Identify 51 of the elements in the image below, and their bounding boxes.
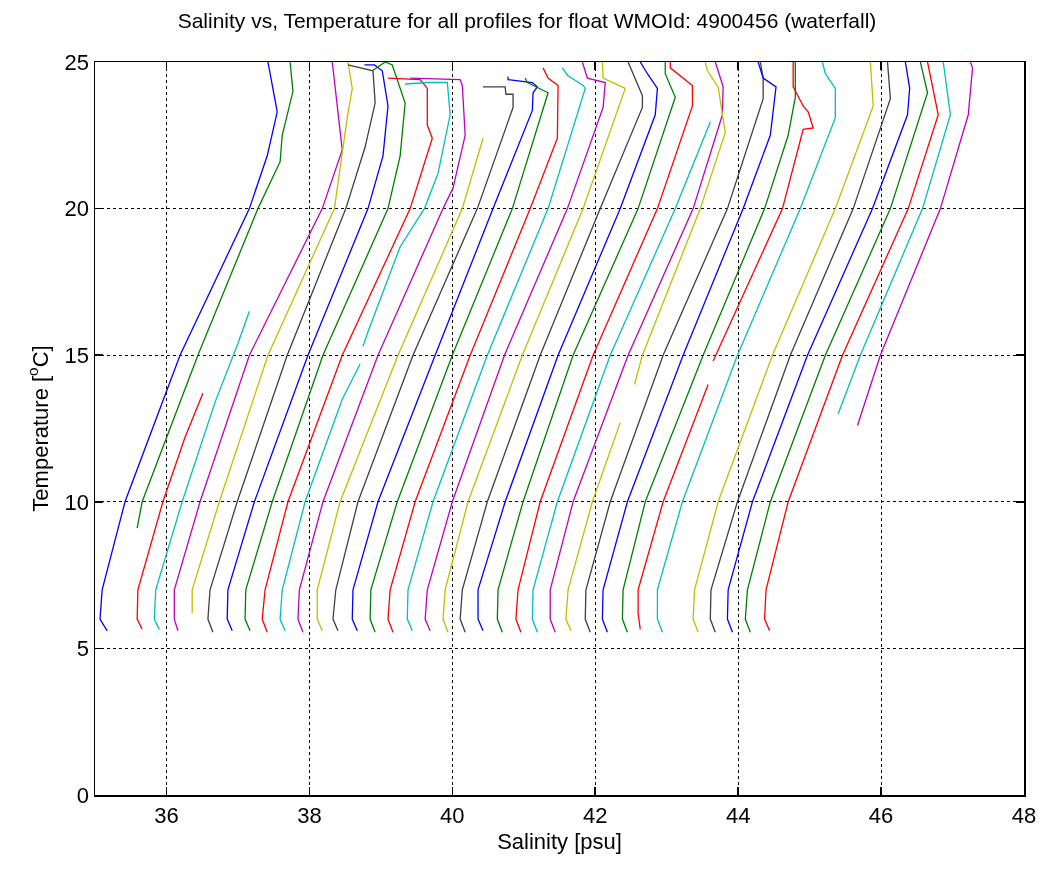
line-series [656, 62, 836, 633]
x-tick-label: 42 [582, 802, 608, 828]
x-tick-label: 38 [297, 802, 322, 828]
y-tick-label: 15 [64, 342, 90, 368]
line-series [316, 137, 484, 632]
x-tick-label: 44 [725, 802, 751, 828]
line-series [584, 62, 764, 633]
line-series [692, 62, 874, 633]
line-series [261, 77, 433, 633]
line-series [424, 62, 606, 632]
line-series [459, 62, 644, 633]
y-tick-label: 5 [76, 636, 90, 662]
line-series [744, 62, 929, 633]
x-axis-title: Salinity [psu] [497, 828, 622, 854]
line-series [549, 62, 724, 633]
x-tick-label: 46 [868, 802, 894, 828]
line-series [99, 62, 278, 632]
line-series [191, 62, 353, 614]
line-series [621, 62, 796, 633]
line-series [226, 64, 389, 632]
line-series [515, 62, 694, 633]
line-series [153, 310, 251, 630]
line-series [496, 62, 676, 633]
line-series [565, 421, 621, 632]
y-tick-label: 10 [64, 489, 90, 515]
x-tick-label: 40 [440, 802, 465, 828]
line-series [726, 62, 911, 633]
line-series [531, 121, 711, 633]
y-tick-label: 20 [64, 196, 90, 222]
line-series [709, 62, 892, 633]
line-series [244, 62, 406, 632]
y-tick-label: 25 [64, 49, 90, 75]
line-series [136, 62, 294, 529]
x-tick-label: 48 [1011, 802, 1037, 828]
line-series [173, 62, 343, 632]
line-series [406, 67, 586, 632]
line-series [297, 77, 466, 633]
line-series [207, 64, 376, 633]
line-series [601, 62, 777, 633]
line-series [477, 62, 659, 632]
line-series [442, 62, 626, 633]
line-series [763, 62, 939, 632]
chart-title: Salinity vs, Temperature for all profiles for float WMOId: 4900456 (waterfall) [177, 8, 877, 32]
y-tick-label: 0 [76, 782, 90, 808]
line-series [332, 86, 514, 632]
line-series [837, 62, 952, 415]
line-series [633, 62, 726, 386]
x-tick-label: 36 [154, 802, 179, 828]
line-series [136, 392, 204, 630]
line-series [856, 62, 974, 427]
line-series [387, 67, 559, 633]
